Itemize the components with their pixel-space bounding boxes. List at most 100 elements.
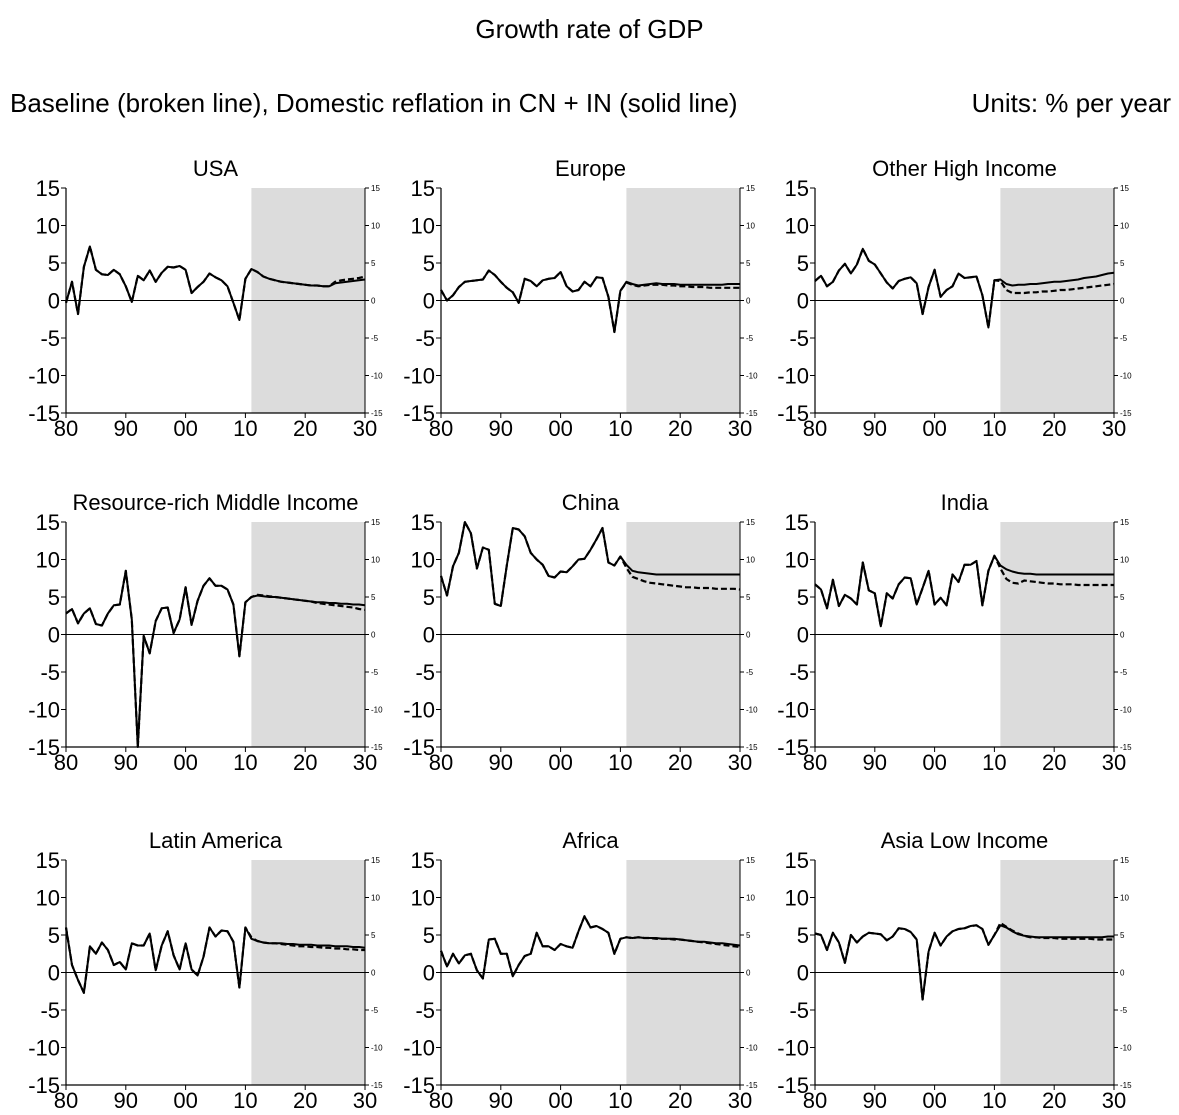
x-tick-label: 00: [548, 750, 572, 775]
y-tick-label-right: 5: [746, 593, 751, 602]
y-tick-label-right: 15: [371, 518, 380, 527]
x-tick-label: 90: [489, 1088, 513, 1113]
y-tick-label-right: 5: [746, 259, 751, 268]
y-tick-label: 15: [36, 848, 60, 873]
x-tick-label: 00: [548, 416, 572, 441]
x-tick-label: 90: [114, 416, 138, 441]
y-tick-label-right: -10: [746, 372, 758, 381]
y-tick-label: -10: [28, 1036, 60, 1061]
y-tick-label: -15: [403, 1073, 435, 1098]
y-tick-label: 0: [48, 623, 60, 648]
x-tick-label: 80: [429, 1088, 453, 1113]
y-tick-label-right: 0: [371, 631, 376, 640]
panel-title: Resource-rich Middle Income: [72, 490, 358, 515]
y-tick-label-right: 5: [371, 259, 376, 268]
series-line-dashed: [814, 554, 1114, 628]
y-tick-label: -15: [28, 401, 60, 426]
panel-title: Latin America: [149, 828, 283, 853]
x-tick-label: 90: [114, 1088, 138, 1113]
x-tick-label: 10: [982, 750, 1006, 775]
y-tick-label: 5: [48, 251, 60, 276]
y-tick-label-right: -10: [371, 372, 383, 381]
y-tick-label: 0: [423, 623, 435, 648]
x-tick-label: 90: [863, 750, 887, 775]
y-tick-label: 10: [785, 548, 809, 573]
y-tick-label: -15: [28, 735, 60, 760]
y-tick-label: -10: [403, 698, 435, 723]
x-tick-label: 00: [922, 750, 946, 775]
figure-subtitle: Baseline (broken line), Domestic reflati…: [10, 88, 738, 118]
y-tick-label-right: 0: [1120, 631, 1125, 640]
y-tick-label-right: -5: [1120, 668, 1128, 677]
x-tick-label: 90: [489, 416, 513, 441]
y-tick-label-right: -5: [1120, 1006, 1128, 1015]
y-tick-label: 15: [36, 176, 60, 201]
y-tick-label: -5: [415, 998, 435, 1023]
y-tick-label: 0: [797, 623, 809, 648]
y-tick-label: 10: [411, 548, 435, 573]
y-tick-label: 10: [411, 886, 435, 911]
x-tick-label: 20: [1042, 416, 1066, 441]
y-tick-label-right: -15: [1120, 1081, 1132, 1090]
x-tick-label: 30: [728, 1088, 752, 1113]
y-tick-label: 0: [423, 289, 435, 314]
x-tick-label: 30: [1102, 750, 1126, 775]
x-tick-label: 20: [293, 416, 317, 441]
y-tick-label: 0: [797, 289, 809, 314]
x-tick-label: 10: [608, 416, 632, 441]
x-tick-label: 30: [728, 750, 752, 775]
series-line-dashed: [814, 247, 1115, 329]
y-tick-label: 5: [48, 923, 60, 948]
y-tick-label: 10: [36, 214, 60, 239]
panel-title: USA: [193, 156, 239, 181]
y-tick-label-right: 15: [746, 518, 755, 527]
panel-title: Other High Income: [872, 156, 1057, 181]
y-tick-label: 0: [48, 289, 60, 314]
panel-title: Africa: [562, 828, 619, 853]
y-tick-label-right: 15: [1120, 856, 1129, 865]
x-tick-label: 00: [173, 1088, 197, 1113]
series-line-dashed: [814, 921, 1114, 1001]
x-tick-label: 80: [54, 416, 78, 441]
y-tick-label-right: -5: [746, 1006, 754, 1015]
y-tick-label: 10: [36, 548, 60, 573]
x-tick-label: 00: [548, 1088, 572, 1113]
y-tick-label: 10: [36, 886, 60, 911]
y-tick-label-right: -5: [371, 668, 379, 677]
x-tick-label: 30: [353, 1088, 377, 1113]
x-tick-label: 80: [429, 750, 453, 775]
y-tick-label-right: 10: [746, 222, 755, 231]
y-tick-label-right: 5: [1120, 931, 1125, 940]
y-tick-label-right: -15: [746, 409, 758, 418]
y-tick-label: 5: [423, 251, 435, 276]
y-tick-label-right: -10: [746, 706, 758, 715]
panel-title: China: [562, 490, 620, 515]
y-tick-label-right: -15: [1120, 743, 1132, 752]
y-tick-label: -5: [415, 660, 435, 685]
x-tick-label: 80: [429, 416, 453, 441]
x-tick-label: 10: [233, 750, 257, 775]
y-tick-label-right: 10: [371, 556, 380, 565]
y-tick-label: 15: [411, 176, 435, 201]
y-tick-label-right: 15: [746, 856, 755, 865]
y-tick-label-right: -15: [371, 409, 383, 418]
y-tick-label: -15: [777, 735, 809, 760]
x-tick-label: 00: [922, 1088, 946, 1113]
x-tick-label: 30: [1102, 1088, 1126, 1113]
y-tick-label-right: 15: [371, 184, 380, 193]
x-tick-label: 30: [1102, 416, 1126, 441]
y-tick-label: 15: [785, 510, 809, 535]
series-line-dashed: [64, 245, 366, 322]
x-tick-label: 20: [668, 750, 692, 775]
x-tick-label: 00: [173, 416, 197, 441]
y-tick-label: 5: [797, 585, 809, 610]
y-tick-label-right: 5: [371, 593, 376, 602]
x-tick-label: 90: [489, 750, 513, 775]
